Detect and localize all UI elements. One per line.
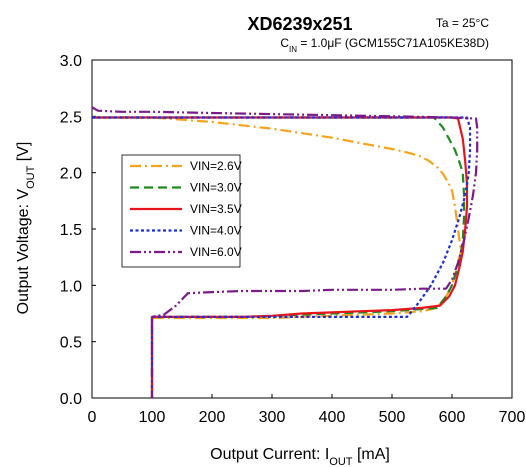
temperature-note: Ta = 25°C	[436, 16, 489, 30]
y-tick-label: 1.0	[60, 278, 82, 295]
x-axis-title-suffix: [mA]	[353, 446, 390, 463]
y-tick-label: 0.0	[60, 391, 82, 408]
legend: VIN=2.6V VIN=3.0V VIN=3.5V VIN=4.0V VIN=6.0V	[121, 154, 242, 268]
legend-entries: VIN=2.6V VIN=3.0V VIN=3.5V VIN=4.0V VIN=6.0V	[130, 159, 242, 259]
legend-label: VIN=2.6V	[190, 159, 242, 173]
y-axis-title-suffix: [V]	[15, 142, 32, 166]
y-tick-label: 1.5	[60, 222, 82, 239]
capacitor-note-prefix: C	[280, 36, 289, 50]
y-tick-labels: 0.0 0.5 1.0 1.5 2.0 2.5 3.0	[60, 53, 82, 408]
legend-label: VIN=3.5V	[190, 202, 242, 216]
x-tick-label: 600	[439, 409, 466, 426]
capacitor-note-subscript: IN	[289, 45, 297, 54]
x-tick-label: 200	[199, 409, 226, 426]
y-tick-label: 2.0	[60, 166, 82, 183]
x-axis-title: Output Current: IOUT [mA]	[210, 446, 390, 467]
x-axis-title-prefix: Output Current: I	[210, 446, 329, 463]
y-tick-label: 3.0	[60, 53, 82, 70]
x-tick-label: 0	[88, 409, 97, 426]
series-line-1	[92, 116, 463, 398]
x-tick-label: 100	[139, 409, 166, 426]
chart-title: XD6239x251	[247, 14, 352, 34]
y-axis-title: Output Voltage: VOUT [V]	[15, 142, 37, 315]
x-tick-label: 400	[319, 409, 346, 426]
legend-box	[121, 154, 241, 268]
y-axis-title-subscript: OUT	[25, 165, 37, 189]
capacitor-note: CIN = 1.0μF (GCM155C71A105KE38D)	[280, 36, 489, 54]
x-tick-label: 300	[259, 409, 286, 426]
capacitor-note-rest: = 1.0μF (GCM155C71A105KE38D)	[297, 36, 489, 50]
series-line-5	[91, 106, 479, 398]
x-tick-label: 500	[379, 409, 406, 426]
x-tick-labels: 0 100 200 300 400 500 600 700	[88, 409, 526, 426]
series-lines	[91, 106, 479, 398]
legend-label: VIN=6.0V	[190, 245, 242, 259]
y-axis-title-prefix: Output Voltage: V	[15, 189, 32, 315]
tick-marks	[91, 59, 513, 399]
x-tick-label: 700	[499, 409, 526, 426]
x-axis-title-subscript: OUT	[329, 456, 353, 467]
legend-label: VIN=3.0V	[190, 181, 242, 195]
y-tick-label: 0.5	[60, 335, 82, 352]
legend-label: VIN=4.0V	[190, 224, 242, 238]
y-tick-label: 2.5	[60, 109, 82, 126]
